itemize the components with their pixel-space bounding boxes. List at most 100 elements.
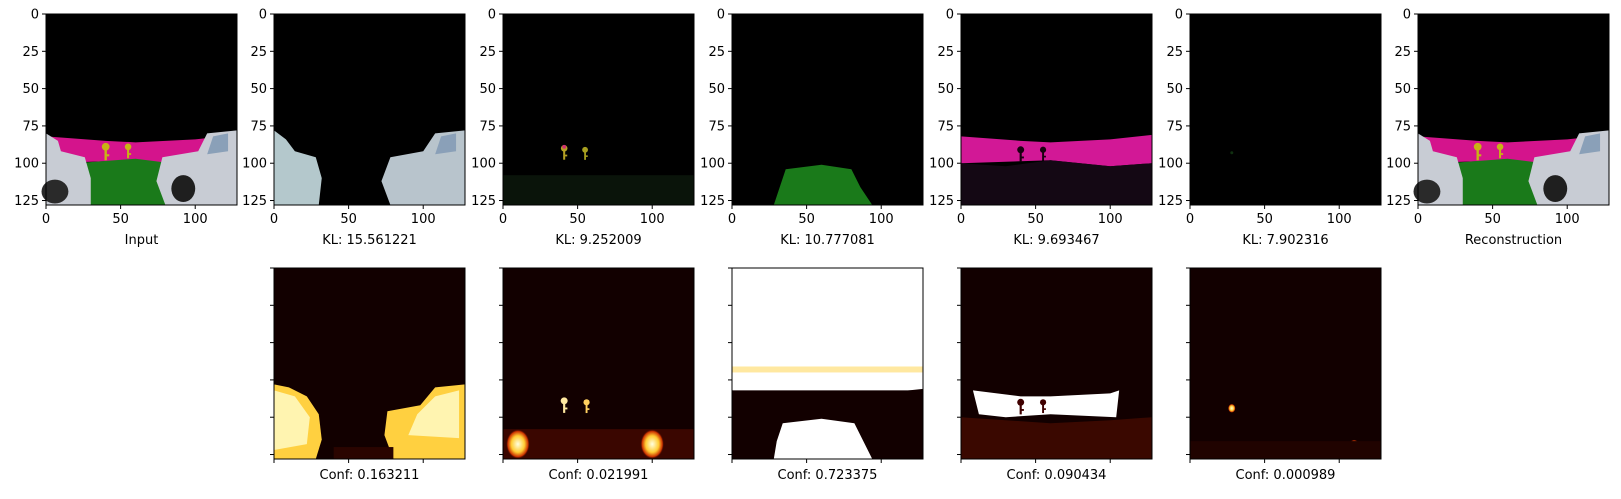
y-tick-label: 50 [1166, 82, 1183, 97]
mask-keys-floor-noise [503, 429, 694, 459]
mask-image [732, 268, 923, 459]
y-tick-label: 75 [250, 119, 267, 134]
y-tick-label: 0 [31, 8, 39, 23]
right-car-window [207, 133, 229, 155]
panel-image [732, 14, 923, 205]
x-tick-label: 100 [1098, 212, 1123, 227]
y-tick-label: 125 [242, 194, 267, 209]
y-tick-label: 50 [708, 82, 725, 97]
y-tick-label: 100 [471, 157, 496, 172]
panel-caption: Reconstruction [1465, 233, 1562, 248]
y-tick-label: 100 [14, 157, 39, 172]
slot-wall-residue [961, 160, 1152, 205]
y-tick-label: 75 [479, 119, 496, 134]
mask-background [503, 268, 694, 459]
axes-frame [502, 13, 695, 206]
slot-wall-key-1 [1017, 146, 1025, 162]
panel-caption: Conf: 0.723375 [778, 468, 878, 483]
mask-image [961, 268, 1152, 459]
key-1 [101, 142, 110, 161]
mask-wall-gap [732, 388, 923, 424]
y-tick-label: 100 [242, 157, 267, 172]
slot-key-2 [582, 146, 588, 160]
left-car-wheel [41, 179, 69, 204]
wall-region [961, 134, 1152, 167]
x-tick-label: 100 [640, 212, 665, 227]
slot-left-car [274, 130, 322, 205]
panel-caption: Conf: 0.163211 [320, 468, 420, 483]
right-car-wheel [1543, 175, 1568, 203]
y-tick-label: 25 [1394, 45, 1411, 60]
panel-caption: Conf: 0.021991 [549, 468, 649, 483]
panel-conf2: Conf: 0.021991 [499, 267, 695, 483]
y-tick-label: 50 [937, 82, 954, 97]
panel-image [961, 14, 1152, 205]
mask-right-core [408, 390, 460, 439]
x-tick-label: 50 [798, 212, 815, 227]
panel-slot3: 0 50 100 0 25 50 75 100 125 KL: 10.777081 [700, 8, 924, 248]
y-tick-label: 125 [700, 194, 725, 209]
bottom-row: Conf: 0.163211 Conf: 0.021991 Conf: 0.7233… [270, 267, 1382, 483]
slot-noise [503, 175, 694, 205]
y-tick-label: 75 [1166, 119, 1183, 134]
panel-conf1: Conf: 0.163211 [270, 267, 466, 483]
axes-frame [731, 13, 924, 206]
x-tick-label: 50 [340, 212, 357, 227]
x-tick-label: 0 [499, 212, 507, 227]
x-tick-label: 100 [411, 212, 436, 227]
axes-frame [1189, 267, 1382, 460]
x-tick-label: 0 [1186, 212, 1194, 227]
panel-caption: KL: 9.252009 [555, 233, 641, 248]
x-tick-label: 50 [1484, 212, 1501, 227]
axes-frame [502, 267, 695, 460]
y-tick-label: 25 [22, 45, 39, 60]
y-tick-label: 25 [250, 45, 267, 60]
key-2 [124, 143, 132, 159]
panel-slot5: 0 50 100 0 25 50 75 100 125 KL: 7.902316 [1158, 8, 1382, 248]
y-tick-label: 0 [946, 8, 954, 23]
axes-frame [45, 13, 238, 206]
mask-image [274, 268, 465, 459]
mask-key-2 [583, 399, 590, 414]
y-tick-label: 0 [1403, 8, 1411, 23]
panel-caption: Conf: 0.000989 [1236, 468, 1336, 483]
mask-wall-noise [961, 417, 1152, 459]
axes-frame [960, 267, 1153, 460]
y-tick-label: 75 [22, 119, 39, 134]
mask-background [1190, 268, 1381, 459]
mask-empty-noise [1190, 441, 1381, 459]
panel-recon: 0 50 100 0 25 50 75 100 125 Reconstruction [1386, 8, 1610, 248]
axes-frame [731, 267, 924, 460]
left-car-wheel [1413, 179, 1441, 204]
panel-caption: KL: 7.902316 [1242, 233, 1328, 248]
key-1 [1473, 142, 1482, 161]
x-tick-label: 0 [1414, 212, 1422, 227]
mask-horizon-glow [732, 366, 923, 373]
x-tick-label: 0 [42, 212, 50, 227]
panel-slot4: 0 50 100 0 25 50 75 100 125 KL: 9.693467 [929, 8, 1153, 248]
mask-cars-shadow [333, 447, 394, 459]
panel-slot2: 0 50 100 0 25 50 75 100 125 KL: 9.252009 [471, 8, 695, 248]
slot-right-window [435, 133, 457, 155]
top-row: 0 50 100 0 25 50 75 100 125 Input 0 50 100 0 25 50 75 100… [14, 8, 1610, 248]
x-tick-label: 50 [569, 212, 586, 227]
y-tick-label: 100 [1386, 157, 1411, 172]
y-tick-label: 75 [1394, 119, 1411, 134]
y-tick-label: 100 [1158, 157, 1183, 172]
panel-input: 0 50 100 0 25 50 75 100 125 Input [14, 8, 238, 248]
panel-caption: Input [125, 233, 159, 248]
y-tick-label: 125 [929, 194, 954, 209]
mask-image [1190, 268, 1381, 459]
panel-image [41, 14, 237, 205]
y-tick-label: 25 [1166, 45, 1183, 60]
mask-wall-fill [972, 390, 1120, 418]
y-tick-label: 0 [488, 8, 496, 23]
y-tick-label: 125 [14, 194, 39, 209]
y-tick-label: 125 [1158, 194, 1183, 209]
key-2 [1496, 143, 1504, 159]
y-tick-label: 100 [700, 157, 725, 172]
mask-hotspot [1228, 403, 1236, 413]
y-tick-label: 25 [479, 45, 496, 60]
slot-wall-key-2 [1039, 146, 1047, 161]
